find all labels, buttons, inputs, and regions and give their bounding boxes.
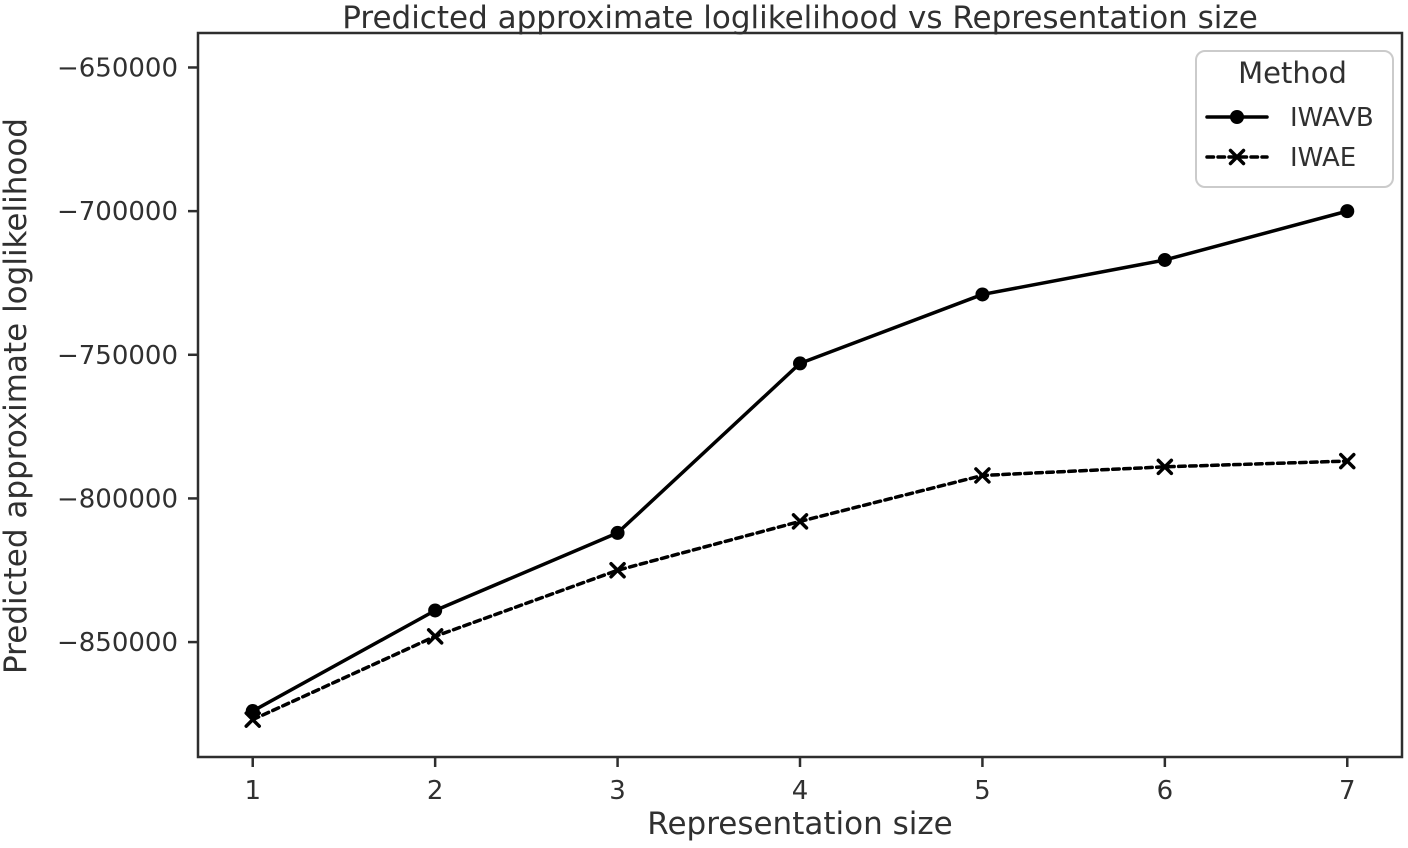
data-point-iwae (609, 562, 626, 579)
series-line-iwavb (250, 209, 1350, 713)
legend-title: Method (1238, 56, 1347, 90)
legend-sample-marker-iwae (1228, 148, 1246, 166)
y-tick-label: −800000 (57, 484, 178, 514)
x-tick-label: 1 (244, 776, 261, 806)
x-tick-label: 6 (1157, 776, 1174, 806)
x-tick-label: 5 (974, 776, 991, 806)
data-point-iwae (791, 513, 809, 530)
data-point-iwavb (793, 356, 807, 371)
data-point-iwavb (1340, 204, 1355, 219)
data-point-iwavb (1157, 252, 1172, 267)
x-tick-label: 4 (792, 776, 809, 806)
data-point-iwae (974, 467, 991, 484)
data-point-iwavb (610, 525, 625, 540)
data-point-iwavb (975, 287, 990, 302)
legend-sample-marker-iwavb (1230, 110, 1244, 124)
x-axis-label: Representation size (647, 806, 953, 842)
data-point-iwavb (428, 603, 443, 618)
legend-label-iwavb: IWAVB (1290, 103, 1374, 133)
chart-title: Predicted approximate loglikelihood vs R… (342, 0, 1258, 36)
data-point-iwae (1156, 458, 1174, 476)
y-tick-label: −700000 (57, 197, 178, 227)
x-tick-label: 7 (1339, 776, 1356, 806)
data-point-iwae (244, 711, 261, 728)
legend-label-iwae: IWAE (1290, 143, 1356, 173)
y-tick-label: −650000 (57, 53, 178, 83)
data-point-iwae (1339, 452, 1356, 470)
x-tick-label: 3 (609, 776, 626, 806)
series-line-iwae (250, 459, 1350, 722)
x-tick-label: 2 (427, 776, 444, 806)
y-tick-label: −850000 (57, 628, 178, 658)
legend-box (1195, 50, 1394, 188)
data-point-iwae (426, 628, 444, 645)
y-tick-label: −750000 (57, 341, 178, 371)
